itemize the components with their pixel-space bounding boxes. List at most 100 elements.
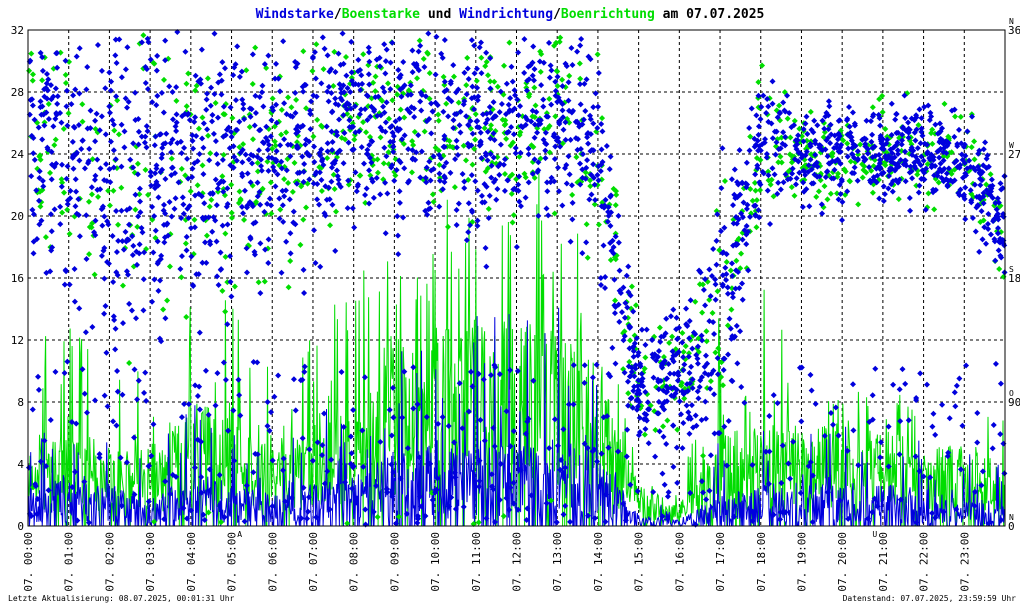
gust-direction-point bbox=[269, 145, 276, 152]
wind-direction-point bbox=[932, 121, 939, 128]
wind-direction-point bbox=[749, 461, 756, 468]
wind-direction-point bbox=[213, 151, 220, 158]
y-left-tick-label: 16 bbox=[11, 272, 24, 285]
wind-direction-point bbox=[346, 117, 353, 124]
wind-direction-point bbox=[789, 165, 796, 172]
wind-direction-point bbox=[254, 451, 261, 458]
gust-direction-point bbox=[666, 339, 673, 346]
gust-direction-point bbox=[948, 170, 955, 177]
wind-direction-point bbox=[423, 414, 430, 421]
wind-direction-point bbox=[770, 392, 777, 399]
gust-direction-point bbox=[996, 265, 1003, 272]
wind-direction-point bbox=[731, 333, 738, 340]
wind-direction-point bbox=[188, 507, 195, 514]
wind-direction-point bbox=[61, 370, 68, 377]
wind-direction-point bbox=[72, 203, 79, 210]
wind-direction-point bbox=[953, 382, 960, 389]
wind-direction-point bbox=[569, 216, 576, 223]
wind-direction-point bbox=[562, 165, 569, 172]
gust-direction-point bbox=[445, 223, 452, 230]
wind-direction-point bbox=[597, 274, 604, 281]
wind-direction-point bbox=[300, 179, 307, 186]
wind-direction-point bbox=[960, 143, 967, 150]
wind-direction-point bbox=[864, 150, 871, 157]
wind-direction-point bbox=[555, 164, 562, 171]
wind-direction-point bbox=[899, 137, 906, 144]
wind-direction-point bbox=[397, 86, 404, 93]
wind-direction-point bbox=[805, 463, 812, 470]
wind-direction-point bbox=[440, 108, 447, 115]
gust-direction-point bbox=[941, 100, 948, 107]
gust-direction-point bbox=[532, 102, 539, 109]
wind-direction-point bbox=[168, 172, 175, 179]
gust-direction-point bbox=[183, 80, 190, 87]
wind-direction-point bbox=[516, 198, 523, 205]
wind-direction-point bbox=[466, 222, 473, 229]
wind-direction-point bbox=[307, 107, 314, 114]
wind-direction-point bbox=[831, 166, 838, 173]
wind-direction-point bbox=[53, 50, 60, 57]
wind-direction-point bbox=[630, 387, 637, 394]
wind-direction-point bbox=[348, 38, 355, 45]
wind-direction-point bbox=[894, 150, 901, 157]
wind-direction-point bbox=[779, 140, 786, 147]
wind-direction-point bbox=[196, 383, 203, 390]
y-left-tick-label: 4 bbox=[17, 458, 24, 471]
wind-direction-point bbox=[872, 365, 879, 372]
wind-direction-point bbox=[703, 496, 710, 503]
wind-direction-point bbox=[540, 96, 547, 103]
wind-direction-point bbox=[268, 202, 275, 209]
wind-direction-point bbox=[157, 277, 164, 284]
wind-direction-point bbox=[814, 122, 821, 129]
wind-direction-point bbox=[365, 44, 372, 51]
gust-direction-point bbox=[228, 209, 235, 216]
gust-direction-point bbox=[591, 201, 598, 208]
wind-direction-point bbox=[249, 51, 256, 58]
wind-direction-point bbox=[98, 113, 105, 120]
wind-direction-point bbox=[905, 134, 912, 141]
wind-direction-point bbox=[211, 30, 218, 37]
gust-direction-point bbox=[45, 101, 52, 108]
gust-direction-point bbox=[374, 513, 381, 520]
gust-direction-point bbox=[625, 390, 632, 397]
gust-direction-point bbox=[501, 170, 508, 177]
gust-direction-point bbox=[268, 210, 275, 217]
wind-direction-point bbox=[989, 445, 996, 452]
wind-direction-point bbox=[174, 29, 181, 36]
wind-direction-point bbox=[427, 177, 434, 184]
wind-direction-point bbox=[961, 195, 968, 202]
wind-direction-point bbox=[147, 168, 154, 175]
wind-direction-point bbox=[179, 113, 186, 120]
wind-direction-point bbox=[673, 444, 680, 451]
gust-direction-point bbox=[397, 106, 404, 113]
wind-direction-point bbox=[256, 189, 263, 196]
wind-direction-point bbox=[483, 515, 490, 522]
wind-direction-point bbox=[848, 137, 855, 144]
wind-direction-point bbox=[342, 479, 349, 486]
wind-direction-point bbox=[725, 351, 732, 358]
wind-direction-point bbox=[524, 116, 531, 123]
wind-direction-point bbox=[889, 188, 896, 195]
wind-direction-point bbox=[287, 230, 294, 237]
title-boenrichtung: Boenrichtung bbox=[561, 7, 655, 22]
gust-direction-point bbox=[190, 251, 197, 258]
wind-direction-point bbox=[534, 129, 541, 136]
wind-direction-point bbox=[670, 463, 677, 470]
wind-direction-point bbox=[81, 165, 88, 172]
wind-direction-point bbox=[517, 203, 524, 210]
gust-direction-point bbox=[205, 132, 212, 139]
wind-direction-point bbox=[151, 142, 158, 149]
gust-direction-point bbox=[859, 174, 866, 181]
wind-direction-point bbox=[908, 115, 915, 122]
wind-direction-point bbox=[45, 487, 52, 494]
x-tick-label: 07. 05:00 bbox=[226, 532, 239, 592]
wind-direction-point bbox=[227, 128, 234, 135]
wind-direction-point bbox=[545, 212, 552, 219]
wind-direction-point bbox=[448, 494, 455, 501]
wind-direction-point bbox=[271, 168, 278, 175]
wind-direction-point bbox=[363, 185, 370, 192]
wind-direction-point bbox=[265, 260, 272, 267]
gust-direction-point bbox=[553, 39, 560, 46]
gust-direction-point bbox=[577, 75, 584, 82]
wind-direction-point bbox=[876, 115, 883, 122]
